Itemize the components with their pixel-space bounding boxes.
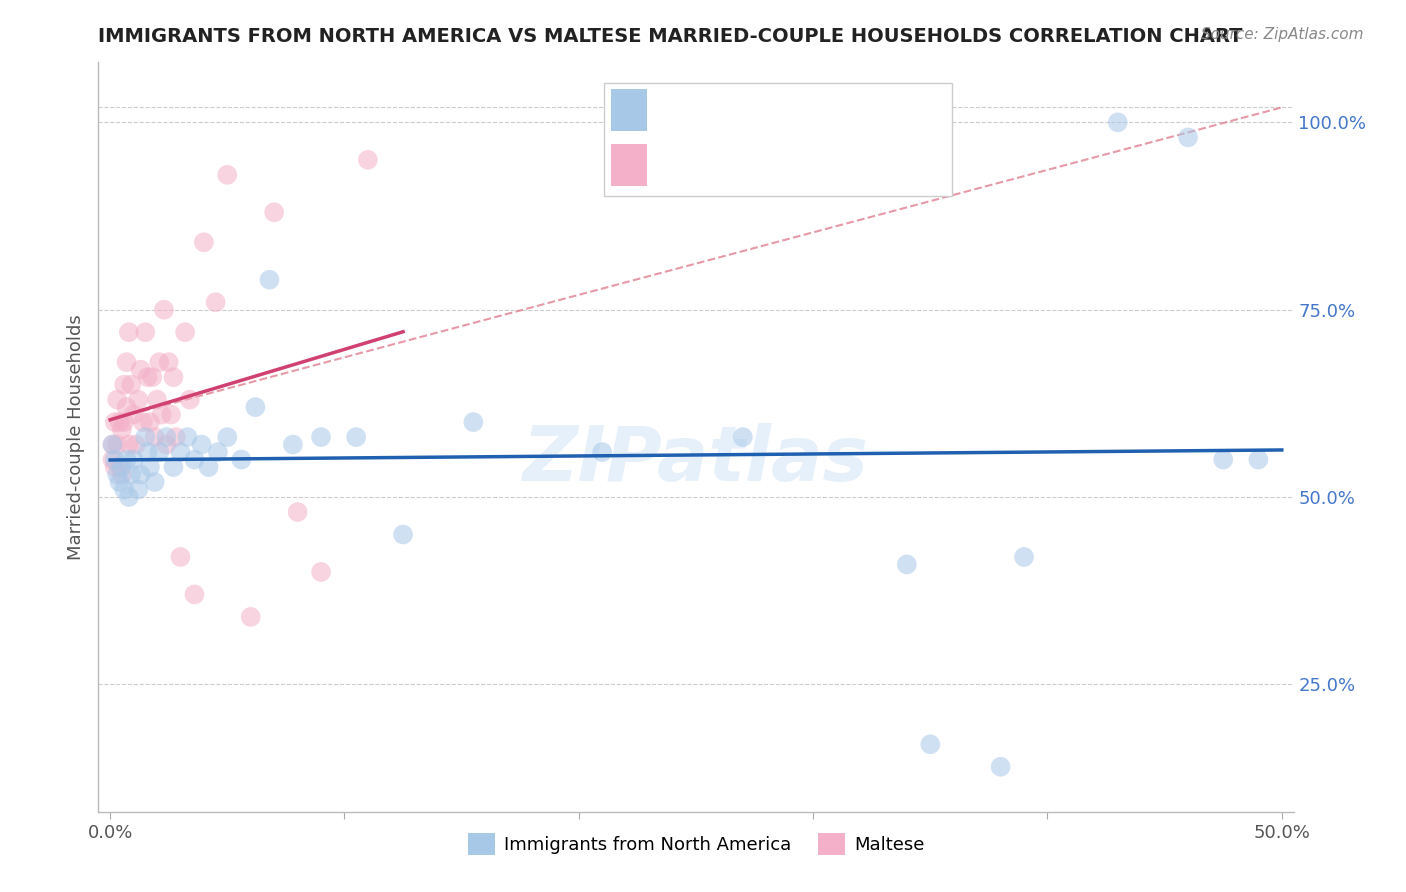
Point bbox=[101, 437, 124, 451]
Point bbox=[115, 400, 138, 414]
Point bbox=[105, 467, 128, 482]
Point bbox=[108, 415, 131, 429]
Point bbox=[160, 408, 183, 422]
Point bbox=[139, 460, 162, 475]
Point bbox=[176, 430, 198, 444]
Point bbox=[111, 460, 134, 475]
Point bbox=[105, 392, 128, 407]
Point bbox=[108, 475, 131, 489]
Legend: Immigrants from North America, Maltese: Immigrants from North America, Maltese bbox=[460, 826, 932, 863]
Point bbox=[463, 415, 485, 429]
Point bbox=[129, 467, 152, 482]
Point bbox=[344, 430, 367, 444]
Point bbox=[120, 467, 142, 482]
Text: Source: ZipAtlas.com: Source: ZipAtlas.com bbox=[1201, 27, 1364, 42]
Point bbox=[357, 153, 380, 167]
Point bbox=[134, 325, 156, 339]
Point bbox=[162, 370, 184, 384]
Point bbox=[392, 527, 415, 541]
Point bbox=[148, 355, 170, 369]
Text: IMMIGRANTS FROM NORTH AMERICA VS MALTESE MARRIED-COUPLE HOUSEHOLDS CORRELATION C: IMMIGRANTS FROM NORTH AMERICA VS MALTESE… bbox=[98, 27, 1243, 45]
Point bbox=[281, 437, 304, 451]
Point bbox=[120, 377, 142, 392]
Point bbox=[1212, 452, 1234, 467]
Point bbox=[136, 445, 159, 459]
Point bbox=[239, 610, 262, 624]
Point bbox=[1012, 549, 1035, 564]
Point bbox=[139, 415, 162, 429]
Point bbox=[125, 437, 148, 451]
Point bbox=[259, 273, 281, 287]
Point bbox=[118, 490, 141, 504]
Point bbox=[143, 430, 166, 444]
Point bbox=[162, 460, 184, 475]
Point bbox=[197, 460, 219, 475]
Point bbox=[183, 587, 205, 601]
Point bbox=[143, 475, 166, 489]
Point bbox=[141, 370, 163, 384]
Point bbox=[217, 168, 239, 182]
Point bbox=[115, 452, 138, 467]
Point bbox=[148, 445, 170, 459]
Point bbox=[287, 505, 309, 519]
Point bbox=[193, 235, 215, 250]
Point bbox=[169, 549, 191, 564]
Point bbox=[731, 430, 754, 444]
Point bbox=[207, 445, 229, 459]
Point bbox=[101, 452, 124, 467]
Point bbox=[153, 302, 176, 317]
Point bbox=[1107, 115, 1129, 129]
Point bbox=[127, 483, 149, 497]
Point bbox=[134, 430, 156, 444]
Point bbox=[309, 565, 332, 579]
Point bbox=[263, 205, 285, 219]
Point bbox=[165, 430, 187, 444]
Point bbox=[183, 452, 205, 467]
Point bbox=[118, 325, 141, 339]
Point bbox=[309, 430, 332, 444]
Point bbox=[127, 392, 149, 407]
Point bbox=[179, 392, 201, 407]
Point bbox=[112, 377, 135, 392]
Point bbox=[105, 437, 128, 451]
Point bbox=[231, 452, 253, 467]
Point bbox=[591, 445, 613, 459]
Point bbox=[245, 400, 267, 414]
Point bbox=[104, 460, 127, 475]
Y-axis label: Married-couple Households: Married-couple Households bbox=[66, 314, 84, 560]
Point bbox=[896, 558, 918, 572]
Point bbox=[155, 437, 177, 451]
Point bbox=[1177, 130, 1199, 145]
Point bbox=[157, 355, 180, 369]
Point bbox=[155, 430, 177, 444]
Point bbox=[112, 415, 135, 429]
Point bbox=[217, 430, 239, 444]
Point bbox=[115, 355, 138, 369]
Point bbox=[101, 437, 124, 451]
Point bbox=[150, 408, 173, 422]
Point bbox=[169, 445, 191, 459]
Point bbox=[104, 452, 127, 467]
Point bbox=[146, 392, 169, 407]
Point bbox=[111, 467, 134, 482]
Point bbox=[1247, 452, 1270, 467]
Text: ZIPatlas: ZIPatlas bbox=[523, 423, 869, 497]
Point bbox=[122, 408, 145, 422]
Point bbox=[920, 737, 942, 751]
Point bbox=[136, 370, 159, 384]
Point bbox=[190, 437, 212, 451]
Point bbox=[111, 423, 134, 437]
Point bbox=[122, 452, 145, 467]
Point bbox=[990, 760, 1012, 774]
Point bbox=[204, 295, 226, 310]
Point bbox=[104, 415, 127, 429]
Point bbox=[132, 415, 155, 429]
Point bbox=[118, 437, 141, 451]
Point bbox=[174, 325, 197, 339]
Point bbox=[108, 460, 131, 475]
Point bbox=[112, 483, 135, 497]
Point bbox=[129, 362, 152, 376]
